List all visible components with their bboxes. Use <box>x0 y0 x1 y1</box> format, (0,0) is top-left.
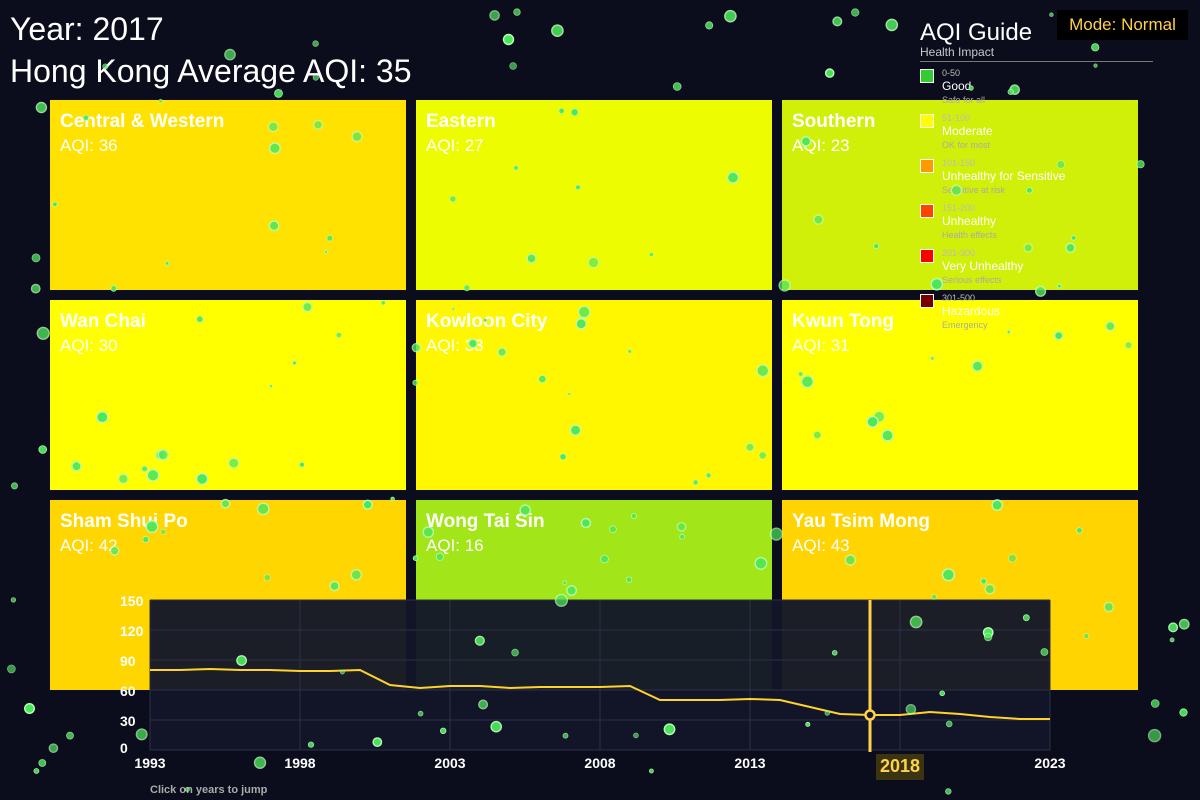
district-aqi: AQI: 43 <box>792 536 850 555</box>
year-tick-2023[interactable]: 2023 <box>1034 755 1065 771</box>
year-tick-1993[interactable]: 1993 <box>134 755 165 771</box>
y-tick-label: 120 <box>120 623 144 639</box>
aqi-legend: AQI Guide Health Impact 0-50 Good Safe f… <box>920 19 1153 330</box>
legend-range: 51-100 <box>942 113 971 123</box>
legend-subtitle: Health Impact <box>920 45 995 59</box>
district-aqi: AQI: 31 <box>792 336 850 355</box>
legend-range: 101-150 <box>942 158 976 168</box>
average-aqi-title: Hong Kong Average AQI: 35 <box>10 53 412 89</box>
district-name: Kwun Tong <box>792 311 895 332</box>
aqi-trend-line <box>150 667 1050 720</box>
legend-desc: Emergency <box>942 320 988 330</box>
year-title: Year: 2017 <box>10 11 164 47</box>
legend-label: Unhealthy <box>942 214 997 228</box>
district-name: Southern <box>792 111 876 132</box>
district-aqi: AQI: 42 <box>60 536 118 555</box>
legend-range: 151-200 <box>942 203 976 213</box>
legend-label: Very Unhealthy <box>942 259 1024 273</box>
district-tile-kwun-tong[interactable]: Kwun Tong AQI: 31 <box>782 300 1138 490</box>
district-tile-eastern[interactable]: Eastern AQI: 27 <box>416 100 772 290</box>
district-aqi: AQI: 16 <box>426 536 484 555</box>
timeline-x-axis[interactable]: 1993 1998 2003 2008 2013 2018 2023 <box>134 754 1066 780</box>
legend-range: 0-50 <box>942 68 961 78</box>
legend-divider <box>920 61 1153 62</box>
district-name: Central & Western <box>60 111 225 132</box>
legend-desc: OK for most <box>942 140 991 150</box>
district-name: Wan Chai <box>60 311 146 332</box>
district-name: Wong Tai Sin <box>426 511 545 532</box>
district-aqi: AQI: 30 <box>60 336 118 355</box>
legend-swatch <box>920 249 934 263</box>
district-name: Eastern <box>426 111 496 132</box>
legend-swatch <box>920 114 934 128</box>
district-aqi: AQI: 27 <box>426 136 484 155</box>
legend-label: Good <box>942 79 972 93</box>
timeline-grid <box>149 599 1051 751</box>
legend-label: Unhealthy for Sensitive <box>942 169 1066 183</box>
year-tick-2003[interactable]: 2003 <box>434 755 465 771</box>
y-tick-label: 150 <box>120 593 144 609</box>
legend-swatch <box>920 69 934 83</box>
y-tick-label: 30 <box>120 713 136 729</box>
legend-range: 201-300 <box>942 248 976 258</box>
year-tick-1998[interactable]: 1998 <box>284 755 315 771</box>
legend-label: Moderate <box>942 124 993 138</box>
timeline-y-axis: 150 120 90 60 30 0 <box>120 593 144 756</box>
legend-swatch <box>920 159 934 173</box>
legend-desc: Safe for all <box>942 95 986 105</box>
highlight-year-background <box>876 754 924 780</box>
legend-swatch <box>920 294 934 308</box>
district-tile-central-western[interactable]: Central & Western AQI: 36 <box>50 100 406 290</box>
year-tick-2013[interactable]: 2013 <box>734 755 765 771</box>
y-tick-label: 90 <box>120 653 136 669</box>
legend-label: Hazardous <box>942 304 1001 318</box>
district-aqi: AQI: 36 <box>60 136 118 155</box>
timeline-hint: Click on years to jump <box>150 784 268 796</box>
year-tick-2008[interactable]: 2008 <box>584 755 615 771</box>
legend-desc: Sensitive at risk <box>942 185 1006 195</box>
legend-range: 301-500 <box>942 293 976 303</box>
y-tick-label: 60 <box>120 683 136 699</box>
legend-desc: Serious effects <box>942 275 1002 285</box>
legend-swatch <box>920 204 934 218</box>
selected-year-point[interactable] <box>864 709 876 721</box>
y-tick-label: 0 <box>120 740 128 756</box>
district-tile-kowloon-city[interactable]: Kowloon City AQI: 33 <box>416 300 772 490</box>
legend-desc: Health effects <box>942 230 997 240</box>
mode-toggle-button[interactable]: Mode: Normal <box>1057 10 1188 40</box>
district-name: Yau Tsim Mong <box>792 511 930 532</box>
legend-title: AQI Guide <box>920 19 1033 46</box>
year-tick-2018[interactable]: 2018 <box>880 756 920 776</box>
